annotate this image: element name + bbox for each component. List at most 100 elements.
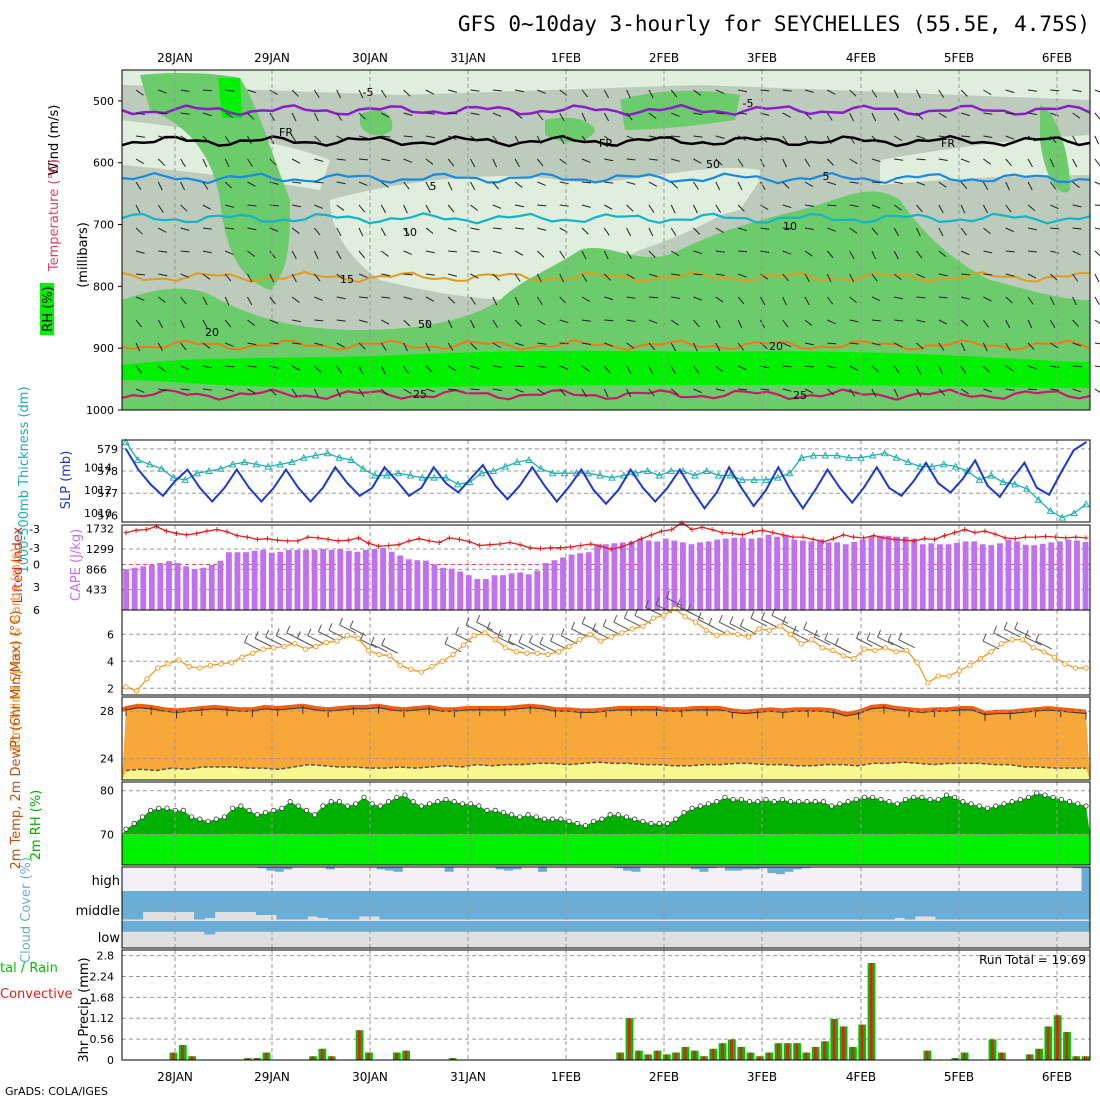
wind-barb (715, 365, 724, 373)
rh-2m-point (131, 820, 137, 827)
precip-convective-bar (748, 1052, 752, 1060)
cape-bar (731, 537, 738, 610)
precip-convective-bar (720, 1043, 724, 1060)
rh-2m-point (591, 818, 597, 824)
rh-2m-point (902, 796, 909, 803)
rh-2m-point (221, 814, 228, 820)
cloud-cover-bar (894, 921, 906, 932)
cloud-cover-bar (523, 921, 535, 932)
cape-bar (680, 542, 686, 610)
thickness-point (501, 462, 510, 470)
wind-barb (135, 365, 143, 374)
precip-convective-bar (646, 1054, 650, 1060)
wind-barb (447, 365, 457, 371)
cloud-cover-bar (626, 891, 638, 920)
wind-barb (292, 204, 302, 208)
wind-barb (604, 158, 614, 162)
wind-barb (626, 112, 633, 121)
wind-speed-point (1009, 636, 1015, 643)
rh-2m-point (1050, 794, 1056, 800)
precip-convective-bar (953, 1058, 957, 1060)
wind-barb (559, 319, 569, 324)
wind-tick: 4 (107, 655, 114, 668)
wind-barb (515, 365, 525, 368)
wind-barb (314, 296, 323, 301)
wind-barb (157, 181, 163, 191)
cloud-cover-bar (194, 891, 205, 920)
cape-bar (542, 563, 549, 610)
thickness-point (667, 466, 676, 475)
surface-wind-barb (603, 625, 620, 635)
slp-frame (121, 439, 1091, 523)
cape-bar (620, 542, 626, 610)
cloud-cover-bar (214, 921, 226, 932)
wind-barb (291, 135, 298, 144)
wind-barb (470, 181, 476, 191)
wind-barb (737, 135, 747, 141)
wind-barb (314, 181, 324, 184)
cape-bar (1056, 541, 1063, 610)
wind-barb (1072, 227, 1082, 230)
wind-barb (403, 227, 410, 236)
cloud-cover-bar (904, 921, 916, 932)
wind-barb (1094, 135, 1100, 145)
thickness-point (1082, 500, 1090, 508)
thickness-point (691, 471, 699, 479)
wind-barb (737, 204, 745, 212)
cape-bar (217, 560, 224, 610)
precip-convective-bar (395, 1052, 398, 1060)
cloud-cover-bar (595, 921, 607, 932)
wind-barb (648, 158, 658, 161)
wind-barb (202, 342, 211, 349)
li-point (244, 534, 250, 540)
wind-barb (1005, 227, 1015, 233)
rh-2m-point (705, 801, 712, 807)
wind-barb (202, 388, 212, 391)
wind-barb (581, 112, 587, 122)
wind-speed-point (851, 655, 857, 662)
wind-barb (536, 273, 542, 283)
wind-barb (247, 388, 256, 394)
cloud-cover-bar (255, 891, 267, 915)
slp-point (445, 482, 447, 485)
li-point (820, 539, 826, 545)
wind-barb (515, 204, 525, 208)
precip-convective-bar (627, 1018, 631, 1060)
wind-barb (425, 112, 435, 115)
cloud-cover-bar (781, 891, 792, 920)
wind-barb (425, 342, 431, 352)
wind-barb (448, 250, 458, 253)
wind-barb (916, 181, 926, 186)
cape-axis-label: CAPE (J/kg) (69, 529, 84, 601)
li-point (648, 532, 654, 538)
wind-barb (1072, 342, 1082, 347)
cape-bar (397, 555, 404, 610)
cloud-cover-bar (791, 921, 803, 932)
surface-wind-barb-flag (339, 617, 343, 626)
rh-2m-point (1066, 799, 1073, 805)
wind-barb (1050, 342, 1059, 349)
wind-barb (1005, 135, 1015, 140)
wind-barb (492, 342, 501, 348)
cloud-cover-bar (235, 921, 247, 932)
cape-bar (423, 560, 429, 610)
wind-barb (670, 250, 680, 256)
wind-barb (180, 273, 190, 278)
cloud-cover-bar (904, 891, 916, 920)
cloud-cover-bar (708, 921, 720, 932)
rh-2m-point (180, 807, 187, 813)
contour-label: FR (599, 137, 613, 150)
wind-barb (425, 250, 435, 254)
wind-barb (737, 365, 747, 371)
wind-barb (738, 112, 748, 115)
slp-point (974, 459, 977, 462)
cloud-cover-bar (678, 921, 689, 932)
wind-barb (537, 112, 544, 121)
wind-barb (135, 273, 146, 276)
wind-speed-point (471, 632, 477, 639)
wind-barb (180, 89, 190, 93)
date-label-top: 30JAN (352, 51, 388, 65)
cloud-cover-bar (698, 921, 710, 932)
surface-wind-barb (297, 637, 314, 647)
precip-convective-bar (637, 1050, 640, 1060)
